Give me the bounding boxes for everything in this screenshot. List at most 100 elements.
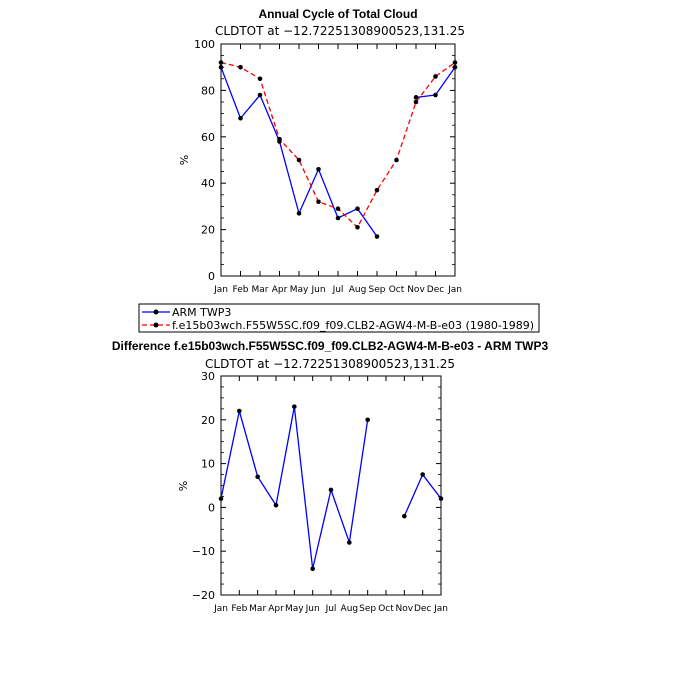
annual-cycle-chart: Annual Cycle of Total Cloud CLDTOT at −1… — [178, 7, 465, 295]
y-tick-label: −20 — [192, 589, 215, 602]
chart-title: Difference f.e15b03wch.F55W5SC.f09_f09.C… — [112, 339, 549, 353]
y-tick-label: 80 — [201, 84, 215, 97]
y-axis-label: % — [178, 155, 191, 165]
data-point — [255, 474, 260, 480]
y-tick-label: 10 — [201, 458, 215, 471]
x-ticks: Jan Feb Mar Apr May Jun Jul Aug Sep Oct Nov Dec Jan — [213, 376, 448, 614]
data-point — [347, 540, 352, 545]
y-tick-label: 60 — [201, 131, 215, 144]
x-tick-label: Nov — [396, 604, 414, 614]
plot-frame — [220, 375, 442, 596]
series-line — [403, 473, 442, 517]
data-point — [335, 215, 341, 221]
data-point — [292, 404, 297, 409]
x-tick-label: Oct — [389, 285, 405, 295]
legend-marker-model — [153, 322, 159, 328]
legend-label-arm: ARM TWP3 — [172, 306, 231, 319]
data-point — [316, 199, 321, 205]
data-point — [218, 496, 224, 501]
data-point — [374, 234, 380, 239]
x-tick-label: Apr — [272, 285, 288, 295]
x-tick-label: Jan — [213, 285, 228, 295]
data-point — [433, 74, 438, 79]
chart-subtitle: CLDTOT at −12.72251308900523,131.25 — [215, 24, 465, 38]
data-point — [218, 60, 224, 65]
x-tick-label: Dec — [414, 604, 431, 614]
x-tick-label: Jun — [310, 285, 325, 295]
data-point — [257, 76, 263, 82]
x-tick-label: Jan — [433, 604, 448, 614]
data-point — [296, 211, 302, 216]
x-ticks: Jan Feb Mar Apr May Jun Jul Aug Sep Oct Nov Dec Jan — [213, 44, 462, 295]
x-tick-label: Feb — [231, 604, 247, 614]
x-tick-label: May — [285, 604, 304, 614]
x-tick-label: Dec — [427, 285, 444, 295]
y-ticks: −20 −10 0 10 20 30 — [192, 370, 441, 602]
y-tick-label: 40 — [201, 177, 215, 190]
series-group — [218, 404, 444, 572]
y-axis-label: % — [177, 481, 190, 491]
y-tick-label: 0 — [208, 270, 215, 283]
data-point — [355, 224, 360, 230]
x-tick-label: Sep — [359, 604, 376, 614]
x-tick-label: Mar — [249, 604, 266, 614]
x-tick-label: Jan — [213, 604, 228, 614]
data-point — [316, 166, 321, 172]
data-point — [452, 60, 458, 65]
series-group — [218, 60, 458, 239]
x-tick-label: Jul — [325, 604, 337, 614]
x-tick-label: Apr — [268, 604, 284, 614]
x-tick-label: May — [290, 285, 309, 295]
chart-title: Annual Cycle of Total Cloud — [258, 7, 417, 21]
data-point — [328, 487, 334, 493]
data-point — [238, 115, 243, 121]
data-point — [257, 92, 263, 98]
x-tick-label: Sep — [369, 285, 386, 295]
difference-chart: Difference f.e15b03wch.F55W5SC.f09_f09.C… — [112, 339, 549, 614]
x-tick-label: Jul — [332, 285, 344, 295]
data-point — [237, 408, 242, 414]
y-ticks: 0 20 40 60 80 100 — [194, 38, 455, 283]
y-tick-label: −10 — [192, 545, 215, 558]
y-tick-label: 100 — [194, 38, 215, 51]
legend-marker-arm — [153, 309, 159, 315]
data-point — [438, 496, 444, 501]
y-tick-label: 20 — [201, 224, 215, 237]
data-point — [273, 502, 279, 508]
data-point — [238, 64, 243, 70]
data-point — [296, 157, 302, 163]
data-point — [452, 64, 458, 70]
x-tick-label: Jan — [447, 285, 462, 295]
data-point — [420, 472, 425, 477]
data-point — [413, 99, 419, 105]
data-point — [355, 206, 360, 212]
y-tick-label: 0 — [208, 501, 215, 514]
data-point — [413, 95, 419, 100]
legend: ARM TWP3 f.e15b03wch.F55W5SC.f09_f09.CLB… — [138, 303, 540, 333]
data-point — [218, 64, 224, 70]
series-line — [220, 406, 369, 569]
x-tick-label: Nov — [407, 285, 425, 295]
data-point — [277, 136, 282, 142]
x-tick-label: Aug — [341, 604, 359, 614]
data-point — [394, 157, 399, 163]
plot-frame — [220, 43, 456, 277]
data-point — [365, 417, 370, 423]
data-point — [374, 187, 380, 193]
y-tick-label: 30 — [201, 370, 215, 383]
chart-subtitle: CLDTOT at −12.72251308900523,131.25 — [205, 357, 455, 371]
data-point — [402, 513, 407, 519]
x-tick-label: Jun — [305, 604, 320, 614]
legend-box — [138, 303, 540, 333]
x-tick-label: Oct — [378, 604, 394, 614]
legend-label-model: f.e15b03wch.F55W5SC.f09_f09.CLB2-AGW4-M-… — [172, 319, 534, 332]
data-point — [433, 92, 438, 98]
x-tick-label: Aug — [349, 285, 367, 295]
data-point — [335, 206, 341, 212]
data-point — [310, 566, 315, 572]
y-tick-label: 20 — [201, 414, 215, 427]
x-tick-label: Feb — [233, 285, 249, 295]
series-line — [220, 61, 456, 229]
x-tick-label: Mar — [252, 285, 269, 295]
